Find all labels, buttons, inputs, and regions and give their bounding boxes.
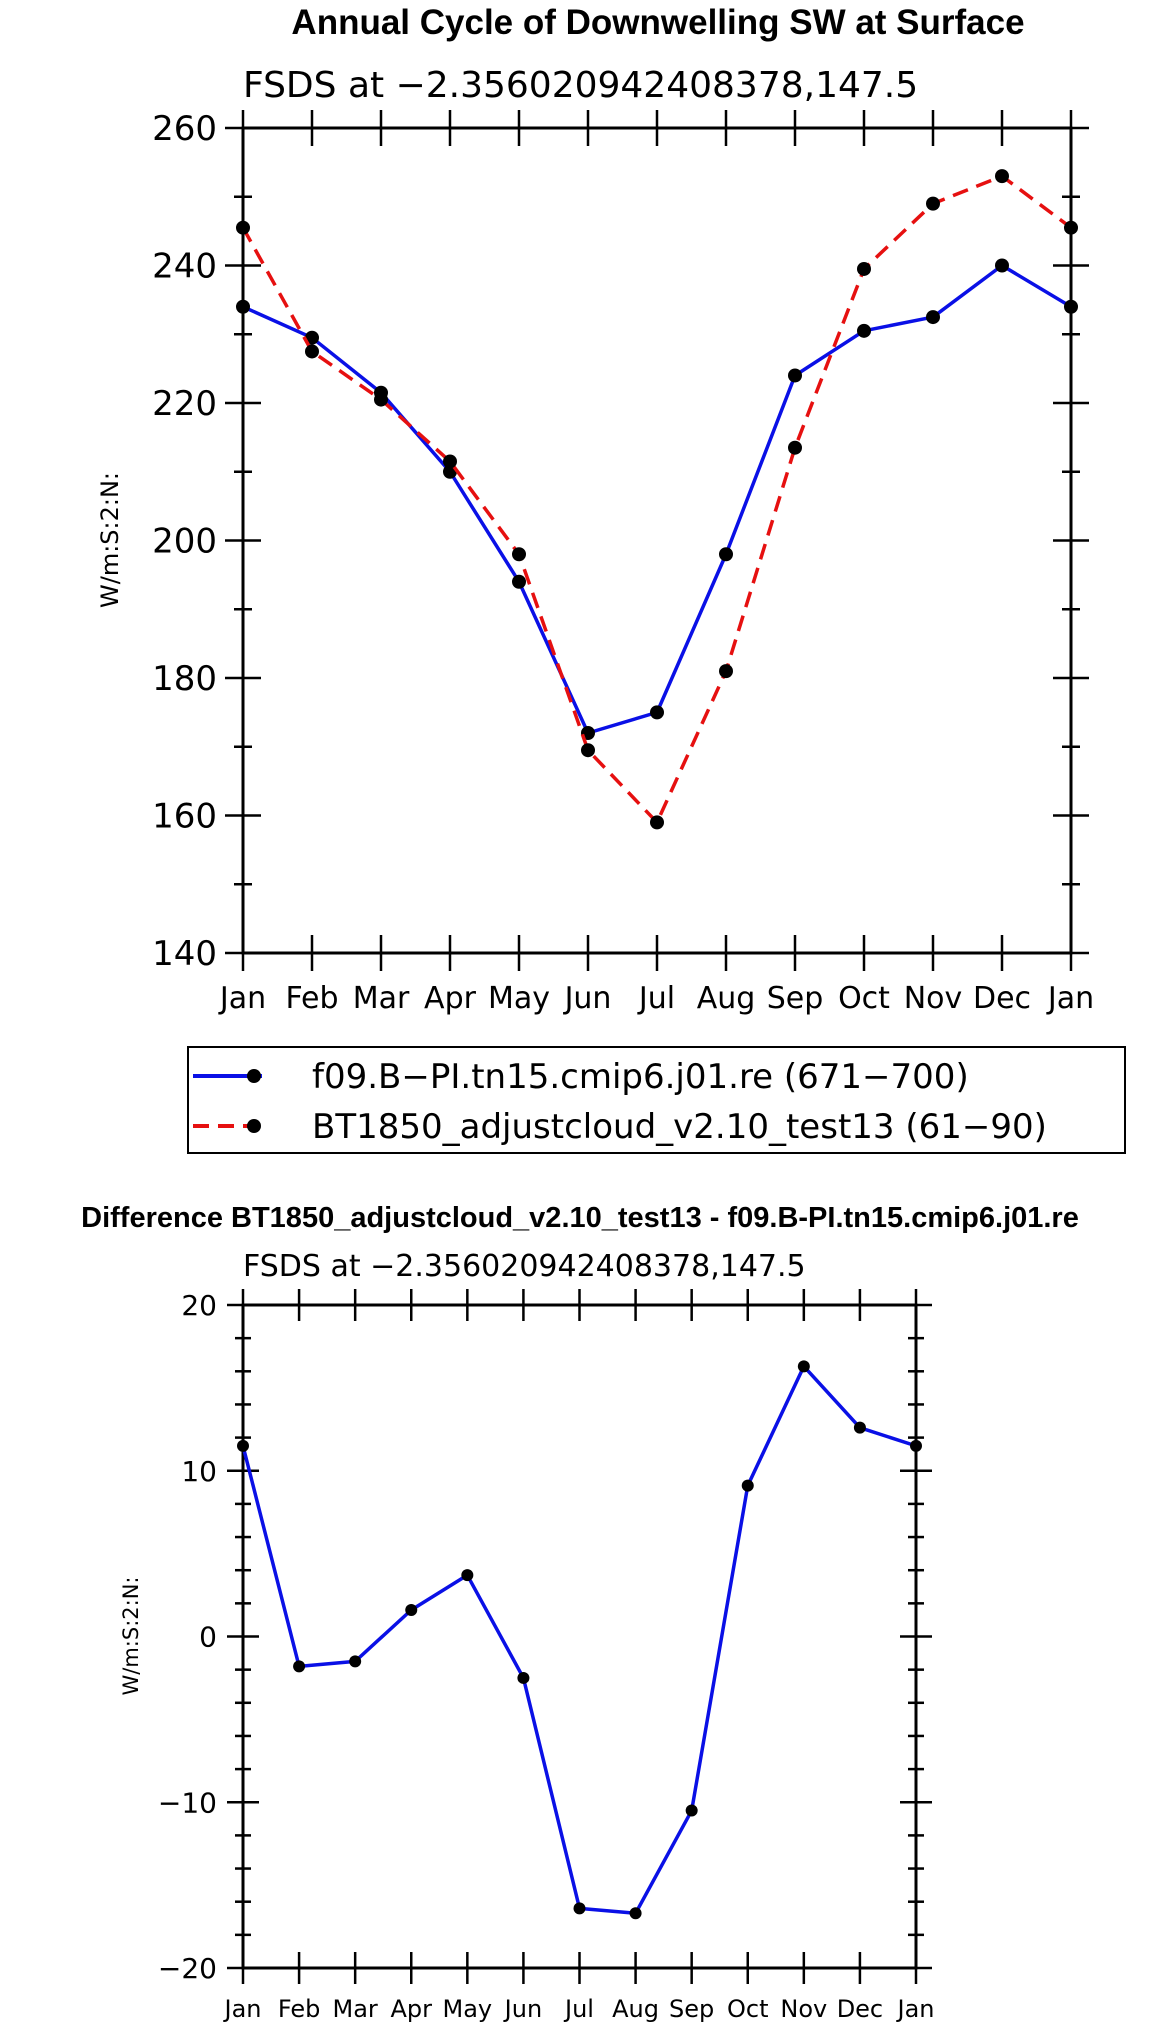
bottom-x-tick-label: Jan: [223, 1995, 262, 2023]
bottom-x-tick-label: Jun: [503, 1995, 543, 2023]
top-series-1-point: [512, 574, 526, 589]
top-series-1-point: [236, 299, 250, 314]
bottom-series-1-point: [293, 1660, 306, 1673]
bottom-series-1-point: [349, 1655, 362, 1668]
bottom-x-tick-label: May: [443, 1995, 493, 2023]
top-series-2-point: [650, 815, 664, 830]
top-x-tick-label: Sep: [767, 981, 824, 1016]
top-series-2-point: [926, 196, 940, 211]
bottom-series-1-point: [797, 1360, 810, 1373]
bottom-series-1-point: [461, 1569, 474, 1582]
top-x-tick-label: Jul: [637, 981, 675, 1016]
top-chart-title: Annual Cycle of Downwelling SW at Surfac…: [291, 3, 1024, 42]
top-y-tick-label: 260: [152, 109, 217, 149]
top-y-tick-label: 200: [152, 522, 217, 562]
top-series-2-point: [236, 220, 250, 235]
top-y-tick-label: 240: [152, 247, 217, 287]
bottom-x-tick-label: Feb: [278, 1995, 321, 2023]
bottom-series-1-point: [517, 1671, 530, 1684]
top-chart-plot: 140 160 180 200 220 240 260 Jan Feb Mar Apr May Jun J…: [152, 109, 1094, 1016]
top-x-tick-label: Aug: [697, 981, 756, 1016]
top-series-2-line: [241, 174, 1073, 825]
top-x-tick-label: Apr: [424, 981, 477, 1016]
top-series-2-point: [719, 664, 733, 679]
top-x-tick-label: May: [488, 981, 550, 1016]
top-chart-subtitle: FSDS at −2.356020942408378,147.5: [243, 65, 918, 106]
bottom-x-tick-label: Sep: [669, 1995, 714, 2023]
bottom-series-1-point: [741, 1479, 754, 1492]
bottom-x-tick-label: Mar: [333, 1995, 378, 2023]
bottom-x-tick-label: Aug: [612, 1995, 659, 2023]
top-series-1-point: [926, 310, 940, 325]
bottom-series-1-point: [685, 1804, 698, 1817]
bottom-y-tick-label: 10: [181, 1455, 217, 1488]
top-series-1-point: [650, 705, 664, 720]
top-series-2-point: [443, 454, 457, 469]
bottom-series-1-point: [405, 1603, 418, 1616]
bottom-plot-frame: [241, 1303, 918, 1970]
top-series-2-point: [857, 261, 871, 276]
bottom-chart-ylabel: W/m:S:2:N:: [119, 1577, 143, 1696]
top-y-tick-label: 160: [152, 797, 217, 837]
bottom-chart-subtitle: FSDS at −2.356020942408378,147.5: [243, 1249, 806, 1284]
bottom-y-tick-label: 0: [199, 1621, 217, 1654]
top-series-2-point: [1064, 220, 1078, 235]
top-series-2-point: [305, 344, 319, 359]
bottom-x-tick-label: Jan: [896, 1995, 935, 2023]
top-series-1-point: [719, 547, 733, 562]
top-x-tick-label: Oct: [838, 981, 890, 1016]
bottom-y-tick-label: −10: [158, 1786, 217, 1819]
top-series-1-point: [995, 258, 1009, 273]
top-series-2-point: [374, 392, 388, 407]
top-series-1-point: [857, 323, 871, 338]
bottom-series-1-point: [910, 1439, 922, 1452]
top-x-tick-label: Dec: [973, 981, 1031, 1016]
bottom-series-1-line: [241, 1364, 917, 1916]
top-series-1-line: [242, 263, 1072, 735]
bottom-x-tick-label: Oct: [727, 1995, 769, 2023]
top-y-tick-label: 140: [152, 934, 217, 974]
top-series-2-point: [512, 547, 526, 562]
top-x-tick-label: Jan: [1046, 981, 1094, 1016]
top-y-tick-label: 180: [152, 659, 217, 699]
top-series-2-point: [995, 169, 1009, 184]
top-x-tick-label: Nov: [904, 981, 963, 1016]
top-x-tick-label: Jun: [563, 981, 612, 1016]
legend-marker-series-1: [247, 1069, 261, 1083]
top-series-1-point: [305, 330, 319, 345]
top-x-tick-label: Jan: [218, 981, 266, 1016]
legend-marker-series-2: [247, 1119, 261, 1133]
bottom-series-1-point: [237, 1439, 249, 1452]
bottom-x-tick-label: Jul: [563, 1995, 594, 2023]
legend-label-series-2: BT1850_adjustcloud_v2.10_test13 (61−90): [312, 1107, 1047, 1147]
top-series-1-point: [1064, 299, 1078, 314]
bottom-series-1-point: [573, 1902, 586, 1915]
bottom-x-tick-label: Dec: [837, 1995, 883, 2023]
bottom-y-tick-label: −20: [158, 1952, 217, 1985]
top-series-1-point: [788, 368, 802, 383]
top-series-2-point: [581, 743, 595, 758]
top-y-tick-label: 220: [152, 384, 217, 424]
legend-label-series-1: f09.B−PI.tn15.cmip6.j01.re (671−700): [312, 1057, 969, 1097]
bottom-y-tick-label: 20: [181, 1289, 217, 1322]
bottom-series-1-point: [853, 1421, 866, 1434]
bottom-chart-title: Difference BT1850_adjustcloud_v2.10_test…: [81, 1202, 1079, 1234]
legend-box: [187, 1046, 1126, 1154]
bottom-chart-plot: −20 −10 0 10 20 Jan Feb Mar Apr May Jun Jul Aug Sep Oc…: [158, 1289, 935, 2023]
top-chart-ylabel: W/m:S:2:N:: [96, 472, 124, 608]
top-x-tick-label: Feb: [285, 981, 338, 1016]
top-series-2-point: [788, 440, 802, 455]
top-x-tick-label: Mar: [353, 981, 410, 1016]
bottom-x-tick-label: Nov: [780, 1995, 827, 2023]
bottom-x-tick-label: Apr: [390, 1995, 432, 2023]
legend: f09.B−PI.tn15.cmip6.j01.re (671−700) BT1…: [187, 1046, 1126, 1154]
bottom-series-1-point: [629, 1907, 642, 1920]
